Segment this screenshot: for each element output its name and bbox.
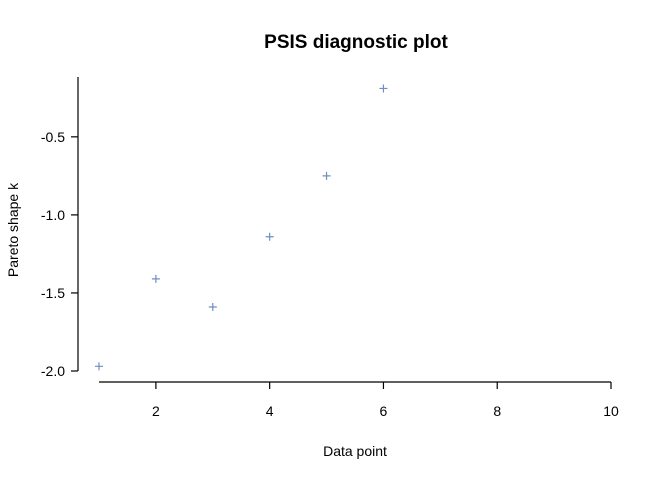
y-tick-label: -0.5 xyxy=(41,129,65,145)
axes: 2 4 6 8 10 -2.0 -1.5 -1.0 -0.5 xyxy=(41,77,619,419)
x-tick-label: 10 xyxy=(603,403,619,419)
data-point-marker xyxy=(379,84,388,93)
y-tick-label: -2.0 xyxy=(41,363,65,379)
x-tick-label: 4 xyxy=(266,403,274,419)
data-point-marker xyxy=(95,362,103,371)
data-point-marker xyxy=(322,171,331,180)
x-tick-label: 2 xyxy=(152,403,160,419)
data-point-marker xyxy=(265,232,274,241)
y-axis-label: Pareto shape k xyxy=(5,182,21,277)
data-point-marker xyxy=(151,274,160,283)
chart-title: PSIS diagnostic plot xyxy=(264,32,448,53)
y-tick-label: -1.5 xyxy=(41,285,65,301)
y-tick-label: -1.0 xyxy=(41,207,65,223)
x-tick-label: 6 xyxy=(380,403,388,419)
x-axis-label: Data point xyxy=(323,443,387,459)
data-points xyxy=(95,84,388,371)
data-point-marker xyxy=(208,302,217,311)
x-tick-label: 8 xyxy=(493,403,501,419)
